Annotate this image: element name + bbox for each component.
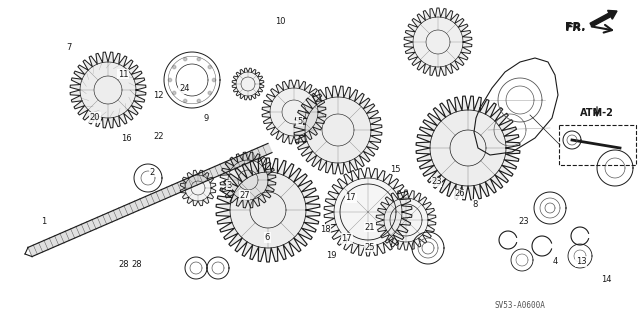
Text: 8: 8: [472, 200, 477, 209]
Text: 7: 7: [67, 43, 72, 52]
Text: 17: 17: [342, 234, 352, 243]
Text: 23: 23: [518, 217, 529, 226]
Text: 16: 16: [122, 134, 132, 143]
Text: SV53-A0600A: SV53-A0600A: [495, 300, 545, 309]
Circle shape: [173, 65, 176, 69]
Polygon shape: [180, 170, 216, 206]
Text: 4: 4: [553, 257, 558, 266]
Polygon shape: [216, 158, 320, 262]
Text: 19: 19: [326, 251, 337, 260]
Text: 27: 27: [239, 191, 250, 200]
Polygon shape: [404, 8, 472, 76]
Circle shape: [197, 99, 200, 103]
Text: 17: 17: [346, 193, 356, 202]
Circle shape: [184, 99, 187, 103]
Text: FR.: FR.: [564, 22, 585, 32]
Text: 20: 20: [90, 113, 100, 122]
Circle shape: [212, 78, 216, 82]
Polygon shape: [28, 144, 272, 256]
Text: 13: 13: [576, 257, 586, 266]
Polygon shape: [262, 80, 326, 144]
Circle shape: [168, 78, 172, 82]
Circle shape: [197, 57, 200, 61]
Polygon shape: [294, 86, 382, 174]
Circle shape: [184, 57, 187, 61]
Polygon shape: [232, 68, 264, 100]
Polygon shape: [324, 168, 412, 256]
Text: 15: 15: [390, 165, 401, 174]
Polygon shape: [416, 96, 520, 200]
Text: 3: 3: [227, 181, 232, 189]
Text: 10: 10: [275, 17, 285, 26]
Text: ATM-2: ATM-2: [580, 108, 614, 118]
Text: 11: 11: [118, 70, 128, 78]
Text: 28: 28: [119, 260, 129, 269]
Text: 9: 9: [204, 114, 209, 123]
Text: 12: 12: [154, 91, 164, 100]
Text: 21: 21: [365, 223, 375, 232]
Text: 18: 18: [320, 225, 330, 234]
Text: 28: 28: [132, 260, 142, 269]
Text: 1: 1: [41, 217, 46, 226]
Text: 6: 6: [265, 233, 270, 242]
Text: 14: 14: [602, 275, 612, 284]
Text: FR.: FR.: [566, 23, 587, 33]
Text: 25: 25: [365, 243, 375, 252]
Text: 23: 23: [431, 177, 442, 186]
Text: 24: 24: [179, 84, 189, 93]
Circle shape: [173, 91, 176, 95]
Text: 22: 22: [154, 132, 164, 141]
Text: 5: 5: [297, 117, 302, 126]
Text: 26: 26: [454, 189, 465, 198]
Polygon shape: [376, 190, 436, 250]
Circle shape: [208, 91, 211, 95]
Polygon shape: [220, 152, 276, 208]
FancyArrow shape: [590, 11, 617, 27]
Circle shape: [208, 65, 211, 69]
Text: 2: 2: [150, 168, 155, 177]
Polygon shape: [70, 52, 146, 128]
